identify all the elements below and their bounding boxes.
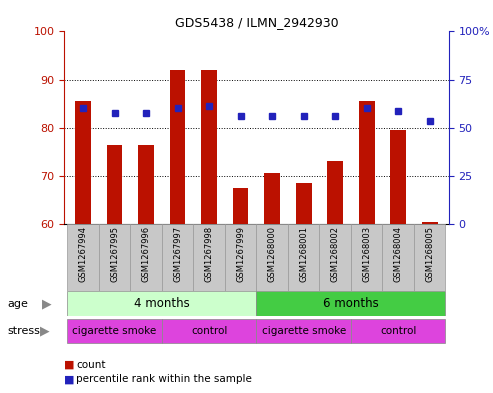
- Text: stress: stress: [7, 326, 40, 336]
- Bar: [414, 224, 446, 291]
- Text: GSM1267994: GSM1267994: [78, 226, 87, 282]
- Bar: [256, 291, 446, 316]
- Bar: [256, 224, 288, 291]
- Text: ▶: ▶: [39, 325, 49, 338]
- Bar: [162, 224, 193, 291]
- Bar: [67, 319, 162, 343]
- Text: ■: ■: [64, 374, 74, 384]
- Text: GSM1268002: GSM1268002: [331, 226, 340, 282]
- Bar: [162, 319, 256, 343]
- Bar: [288, 224, 319, 291]
- Bar: [256, 319, 351, 343]
- Bar: [130, 224, 162, 291]
- Bar: [233, 188, 248, 224]
- Text: percentile rank within the sample: percentile rank within the sample: [76, 374, 252, 384]
- Bar: [201, 70, 217, 224]
- Bar: [351, 224, 383, 291]
- Text: GSM1267998: GSM1267998: [205, 226, 213, 282]
- Bar: [327, 162, 343, 224]
- Bar: [296, 183, 312, 224]
- Text: GSM1267997: GSM1267997: [173, 226, 182, 282]
- Bar: [264, 173, 280, 224]
- Bar: [106, 145, 122, 224]
- Text: GSM1267999: GSM1267999: [236, 226, 245, 282]
- Text: 4 months: 4 months: [134, 297, 190, 310]
- Title: GDS5438 / ILMN_2942930: GDS5438 / ILMN_2942930: [175, 16, 338, 29]
- Bar: [75, 101, 91, 224]
- Bar: [67, 224, 99, 291]
- Text: count: count: [76, 360, 106, 370]
- Bar: [359, 101, 375, 224]
- Text: GSM1268001: GSM1268001: [299, 226, 308, 282]
- Text: GSM1268005: GSM1268005: [425, 226, 434, 282]
- Bar: [193, 224, 225, 291]
- Text: cigarette smoke: cigarette smoke: [261, 326, 346, 336]
- Text: control: control: [380, 326, 417, 336]
- Text: ■: ■: [64, 360, 74, 370]
- Text: GSM1268004: GSM1268004: [394, 226, 403, 282]
- Text: age: age: [7, 299, 28, 309]
- Bar: [138, 145, 154, 224]
- Bar: [422, 222, 438, 224]
- Text: GSM1268000: GSM1268000: [268, 226, 277, 282]
- Bar: [67, 291, 256, 316]
- Bar: [319, 224, 351, 291]
- Text: GSM1268003: GSM1268003: [362, 226, 371, 282]
- Bar: [351, 319, 446, 343]
- Text: cigarette smoke: cigarette smoke: [72, 326, 157, 336]
- Text: control: control: [191, 326, 227, 336]
- Bar: [383, 224, 414, 291]
- Text: 6 months: 6 months: [323, 297, 379, 310]
- Text: GSM1267996: GSM1267996: [141, 226, 150, 282]
- Bar: [390, 130, 406, 224]
- Text: GSM1267995: GSM1267995: [110, 226, 119, 282]
- Text: ▶: ▶: [42, 297, 52, 310]
- Bar: [99, 224, 130, 291]
- Bar: [170, 70, 185, 224]
- Bar: [225, 224, 256, 291]
